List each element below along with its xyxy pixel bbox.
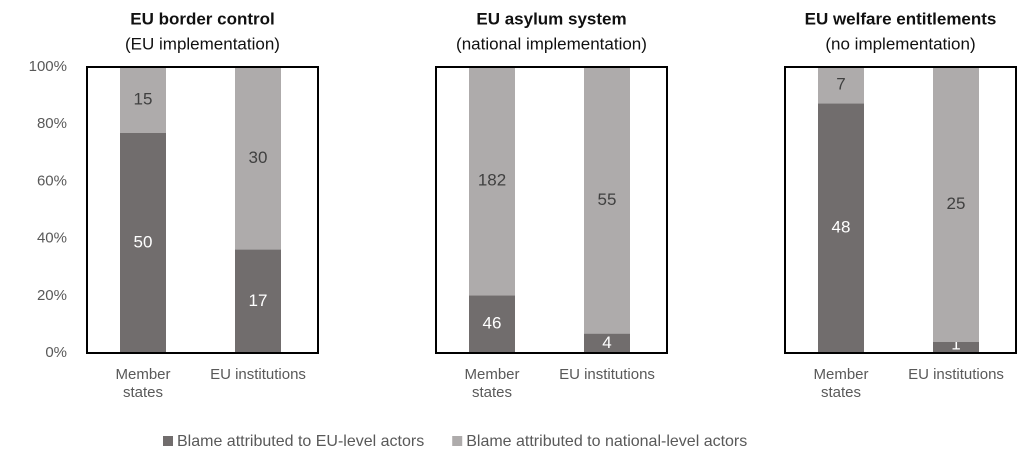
chart-title: EU welfare entitlements — [805, 9, 997, 28]
data-label: 46 — [483, 314, 502, 333]
chart-subtitle: (national implementation) — [456, 34, 647, 53]
chart-subtitle: (no implementation) — [825, 34, 975, 53]
plot-frame — [784, 66, 1017, 354]
x-tick-label: Member states — [115, 366, 171, 401]
x-tick-label: Member states — [464, 366, 520, 401]
y-tick-label: 0% — [45, 344, 67, 361]
bar-segment — [235, 249, 281, 353]
bar-segment — [818, 103, 864, 354]
data-label: 17 — [249, 291, 268, 310]
y-tick-label: 80% — [37, 115, 67, 132]
legend-label: Blame attributed to EU-level actors — [177, 433, 424, 450]
bar-segment — [584, 67, 630, 334]
plot-frame — [86, 66, 319, 354]
chart-title: EU border control — [130, 9, 275, 28]
legend-label: Blame attributed to national-level actor… — [466, 433, 747, 450]
data-label: 50 — [134, 232, 153, 251]
y-tick-label: 40% — [37, 230, 67, 247]
y-tick-label: 20% — [37, 287, 67, 304]
data-label: 15 — [134, 89, 153, 108]
bar-segment — [120, 133, 166, 353]
data-label: 7 — [836, 75, 845, 94]
legend-swatch — [452, 436, 463, 446]
bar-segment — [469, 67, 515, 296]
y-tick-label: 100% — [29, 58, 67, 75]
x-tick-label: Member states — [813, 366, 869, 401]
data-label: 25 — [947, 194, 966, 213]
bar-segment — [469, 295, 515, 353]
data-label: 4 — [602, 333, 611, 352]
y-tick-label: 60% — [37, 172, 67, 189]
bar-segment — [235, 67, 281, 250]
plot-frame — [435, 66, 668, 354]
x-tick-label: EU institutions — [559, 366, 655, 383]
data-label: 182 — [478, 171, 506, 190]
legend-swatch — [163, 436, 173, 446]
chart-title: EU asylum system — [476, 9, 626, 28]
chart-subtitle: (EU implementation) — [125, 34, 280, 53]
data-label: 30 — [249, 148, 268, 167]
data-label: 48 — [832, 218, 851, 237]
bar-segment — [120, 67, 166, 133]
x-tick-label: EU institutions — [210, 366, 306, 383]
bar-segment — [933, 342, 979, 353]
data-label: 55 — [598, 190, 617, 209]
bar-segment — [933, 67, 979, 342]
bar-segment — [818, 67, 864, 104]
data-label: 1 — [951, 334, 960, 353]
bar-segment — [584, 333, 630, 353]
x-tick-label: EU institutions — [908, 366, 1004, 383]
